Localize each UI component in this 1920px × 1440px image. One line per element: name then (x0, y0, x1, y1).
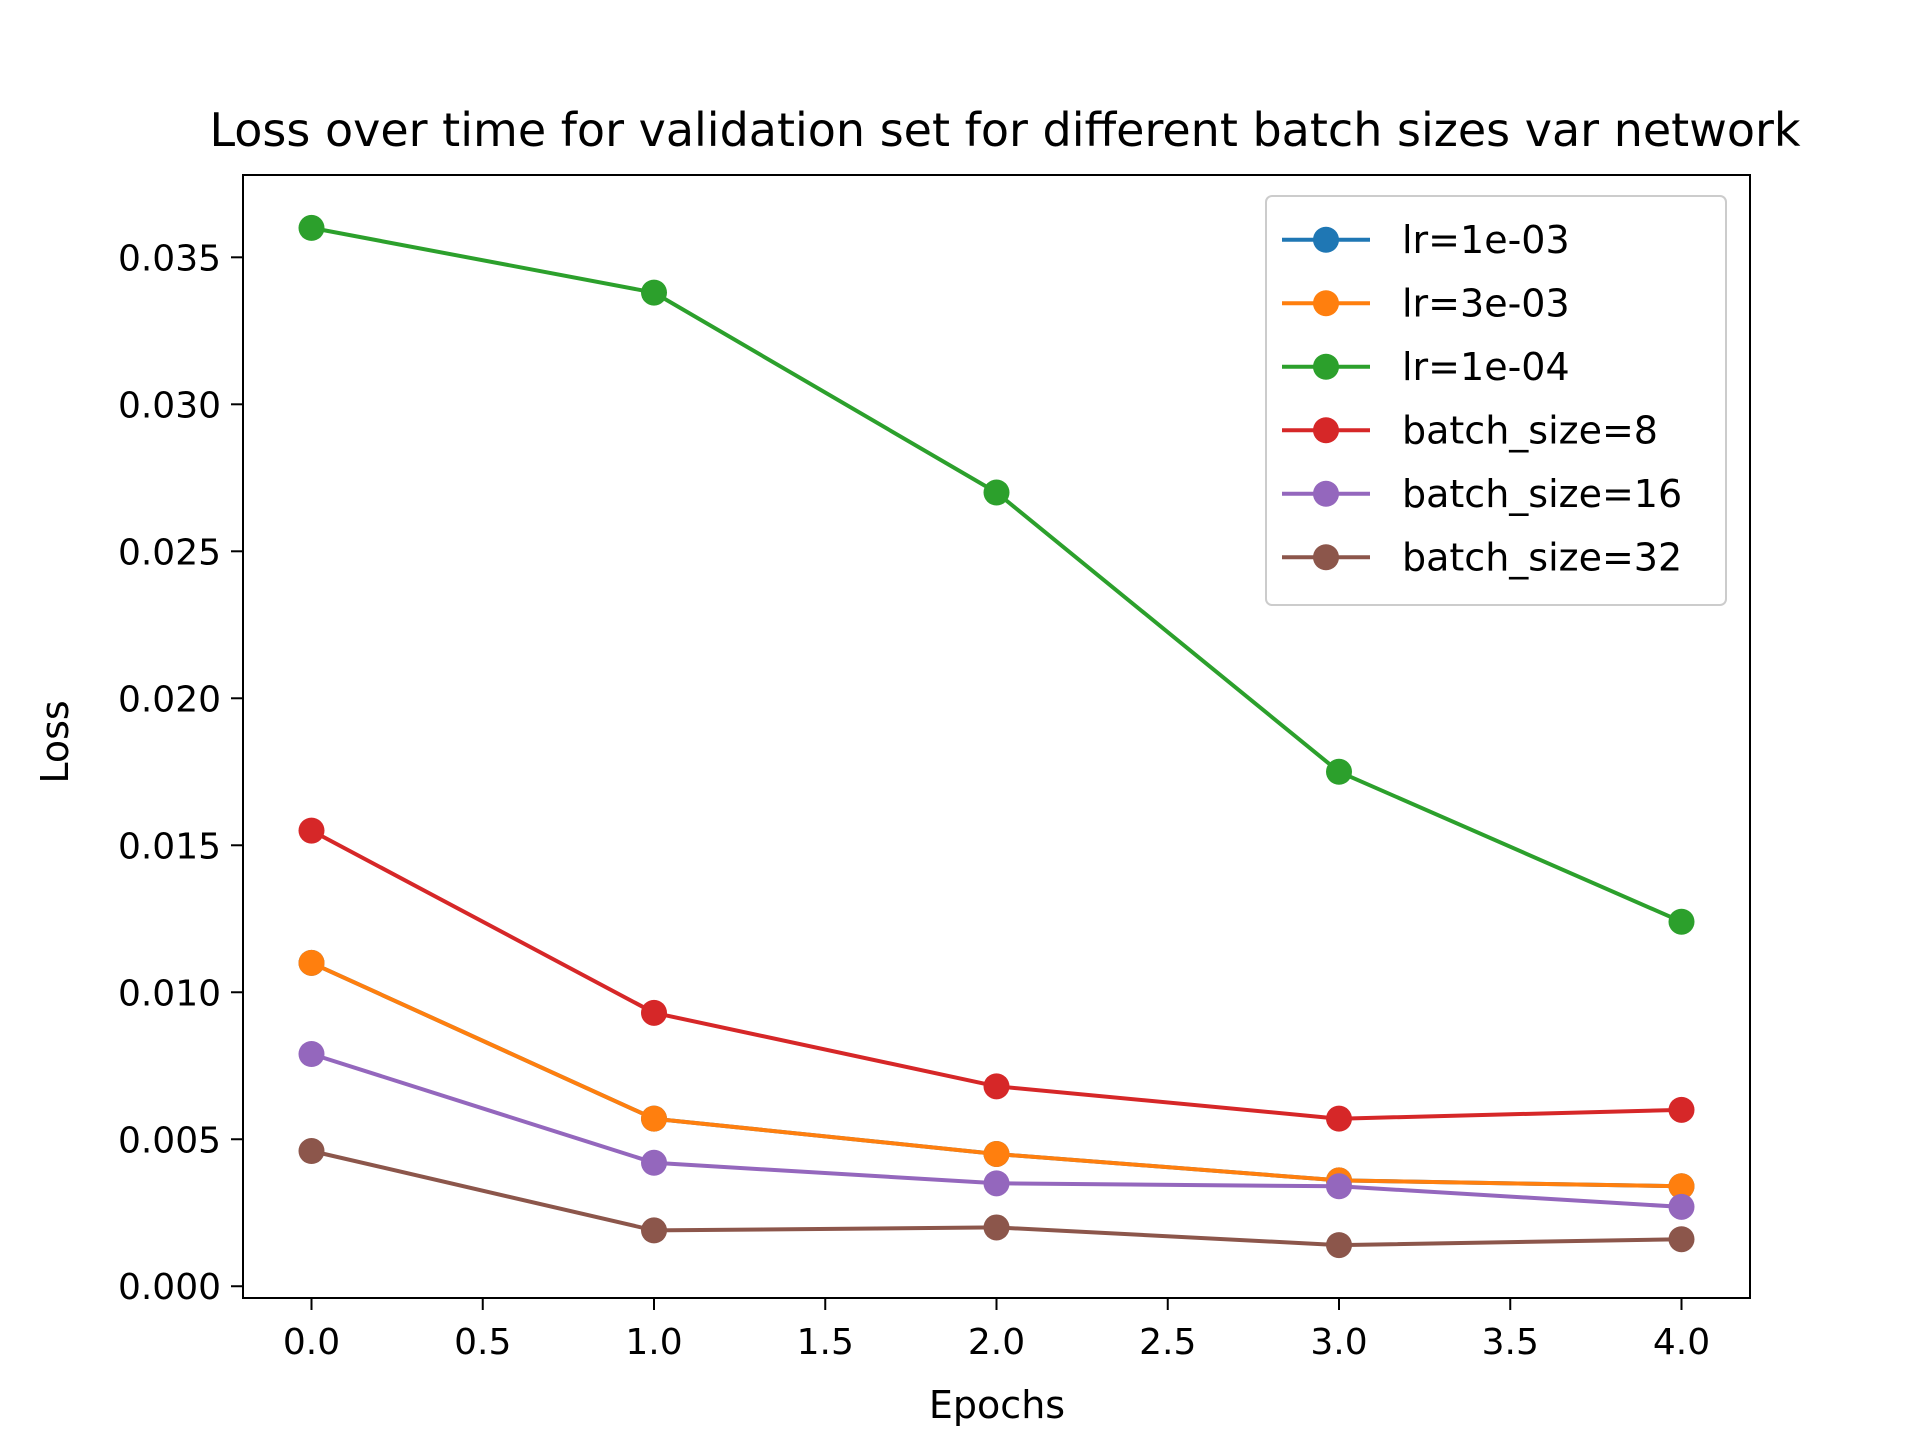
legend-entry-1: lr=3e-03 (1282, 281, 1570, 325)
data-point-3-0 (298, 817, 325, 844)
data-point-2-4 (1668, 908, 1695, 935)
x-tick-label-5: 2.5 (1139, 1322, 1196, 1363)
series-4 (298, 1040, 1695, 1220)
data-point-1-4 (1668, 1173, 1695, 1200)
legend-label-2: lr=1e-04 (1402, 345, 1570, 389)
data-point-5-3 (1326, 1232, 1352, 1259)
data-point-4-2 (983, 1170, 1010, 1197)
y-tick-label-5: 0.025 (118, 532, 221, 573)
legend-entry-3: batch_size=8 (1282, 408, 1658, 452)
data-point-1-2 (983, 1140, 1010, 1167)
data-point-3-2 (983, 1073, 1010, 1100)
axes: 0.0 0.5 1.0 1.5 2.0 2.5 3.0 3.5 4.0 0.000 0.005 0.0… (118, 174, 1751, 1363)
data-point-5-2 (983, 1214, 1010, 1241)
data-point-5-0 (298, 1138, 325, 1165)
legend-label-3: batch_size=8 (1402, 408, 1658, 452)
series-3 (298, 817, 1695, 1132)
data-point-2-2 (983, 479, 1010, 506)
legend-swatch-marker-1 (1313, 290, 1339, 317)
y-axis-label: Loss (33, 700, 77, 783)
data-point-1-1 (641, 1105, 667, 1132)
y-tick-label-0: 0.000 (118, 1267, 221, 1308)
legend-swatch-marker-2 (1313, 353, 1339, 380)
chart-title: Loss over time for validation set for di… (209, 103, 1800, 157)
x-tick-label-1: 0.5 (454, 1322, 511, 1363)
y-tick-label-3: 0.015 (118, 826, 221, 867)
y-tick-label-6: 0.030 (118, 385, 221, 426)
y-tick-label-2: 0.010 (118, 973, 221, 1014)
x-tick-label-2: 1.0 (625, 1322, 682, 1363)
data-point-4-0 (298, 1040, 325, 1067)
series-1 (298, 949, 1695, 1200)
data-point-2-1 (641, 279, 667, 306)
x-tick-label-8: 4.0 (1653, 1322, 1710, 1363)
data-point-4-4 (1668, 1193, 1695, 1220)
data-point-5-4 (1668, 1226, 1695, 1253)
x-tick-label-4: 2.0 (968, 1322, 1025, 1363)
legend-swatch-marker-0 (1313, 226, 1339, 253)
data-point-1-0 (298, 949, 325, 976)
x-tick-label-0: 0.0 (283, 1322, 340, 1363)
data-point-3-4 (1668, 1096, 1695, 1123)
legend-swatch-marker-4 (1313, 480, 1339, 507)
legend-label-1: lr=3e-03 (1402, 281, 1570, 325)
legend-entry-0: lr=1e-03 (1282, 218, 1570, 262)
legend-box (1265, 195, 1727, 606)
x-axis-label: Epochs (929, 1383, 1065, 1427)
y-tick-label-4: 0.020 (118, 679, 221, 720)
data-point-2-0 (298, 214, 325, 241)
legend-label-0: lr=1e-03 (1402, 218, 1570, 262)
x-tick-label-7: 3.5 (1482, 1322, 1539, 1363)
plot-area (298, 214, 1695, 1259)
data-point-2-3 (1326, 758, 1352, 785)
legend-label-4: batch_size=16 (1402, 472, 1682, 516)
legend-entry-4: batch_size=16 (1282, 472, 1682, 516)
data-point-4-3 (1326, 1173, 1352, 1200)
legend-entry-5: batch_size=32 (1282, 535, 1682, 579)
data-point-5-1 (641, 1217, 667, 1244)
y-tick-label-7: 0.035 (118, 238, 221, 279)
x-tick-label-6: 3.0 (1310, 1322, 1367, 1363)
series-5 (298, 1138, 1695, 1259)
legend-swatch-marker-3 (1313, 417, 1339, 444)
data-point-3-1 (641, 999, 667, 1026)
x-tick-label-3: 1.5 (797, 1322, 854, 1363)
series-2 (298, 214, 1695, 935)
legend-label-5: batch_size=32 (1402, 535, 1682, 579)
data-point-3-3 (1326, 1105, 1352, 1132)
legend-entry-2: lr=1e-04 (1282, 345, 1570, 389)
legend: lr=1e-03 lr=3e-03 lr=1e-04 batch_size=8batc… (1265, 195, 1727, 606)
y-tick-label-1: 0.005 (118, 1120, 221, 1161)
legend-swatch-marker-5 (1313, 544, 1339, 571)
data-point-4-1 (641, 1149, 667, 1176)
